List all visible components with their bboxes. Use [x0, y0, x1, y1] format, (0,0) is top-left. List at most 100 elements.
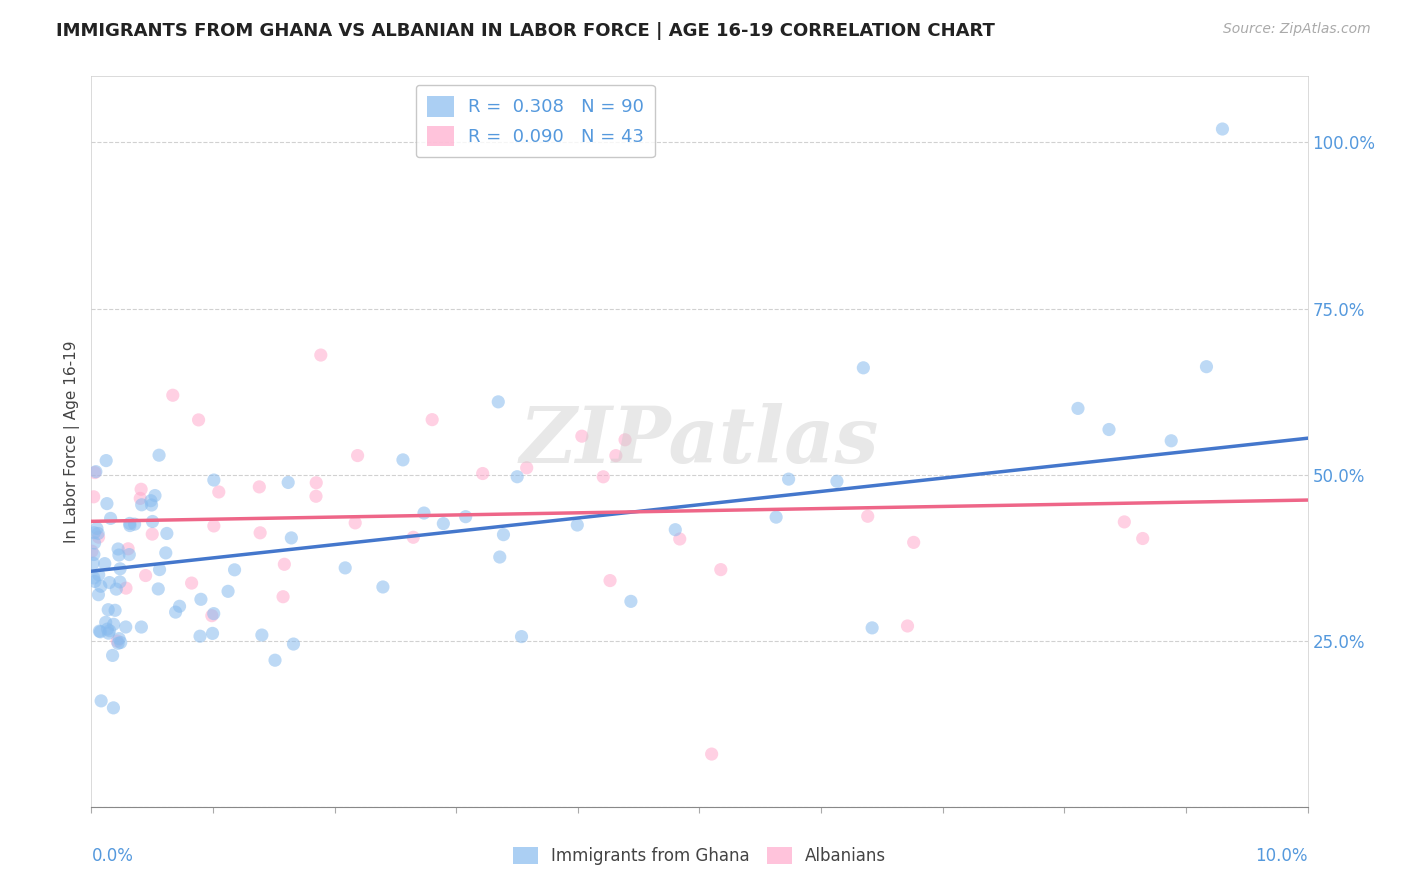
- Point: [201, 608, 224, 623]
- Point: [87, 567, 110, 582]
- Point: [83, 490, 105, 504]
- Point: [135, 568, 157, 582]
- Point: [224, 563, 246, 577]
- Text: 0.0%: 0.0%: [91, 847, 134, 865]
- Point: [105, 582, 128, 596]
- Point: [83, 466, 105, 480]
- Point: [420, 412, 443, 426]
- Point: [83, 548, 105, 562]
- Point: [141, 515, 163, 529]
- Point: [1195, 359, 1218, 374]
- Point: [117, 541, 139, 556]
- Point: [506, 469, 529, 483]
- Point: [903, 535, 925, 549]
- Point: [392, 453, 415, 467]
- Point: [103, 701, 125, 715]
- Point: [101, 648, 124, 663]
- Point: [1132, 532, 1154, 546]
- Point: [162, 388, 184, 402]
- Point: [305, 489, 328, 503]
- Point: [114, 620, 136, 634]
- Point: [271, 590, 294, 604]
- Point: [668, 532, 690, 546]
- Point: [141, 498, 163, 512]
- Point: [96, 622, 118, 636]
- Text: ZIPatlas: ZIPatlas: [520, 403, 879, 480]
- Point: [90, 694, 112, 708]
- Text: 10.0%: 10.0%: [1256, 847, 1308, 865]
- Point: [1211, 122, 1233, 136]
- Point: [118, 516, 141, 531]
- Point: [141, 527, 163, 541]
- Point: [896, 619, 918, 633]
- Point: [98, 575, 121, 590]
- Point: [87, 530, 110, 544]
- Point: [96, 453, 118, 467]
- Point: [346, 449, 368, 463]
- Point: [97, 603, 120, 617]
- Point: [488, 549, 510, 564]
- Point: [1160, 434, 1182, 448]
- Point: [108, 548, 131, 562]
- Point: [83, 536, 105, 550]
- Point: [96, 497, 118, 511]
- Point: [454, 509, 477, 524]
- Point: [335, 561, 357, 575]
- Point: [110, 635, 132, 649]
- Point: [599, 574, 621, 588]
- Point: [90, 579, 112, 593]
- Point: [190, 592, 212, 607]
- Point: [571, 429, 593, 443]
- Point: [155, 546, 177, 560]
- Point: [83, 525, 105, 540]
- Point: [492, 527, 515, 541]
- Y-axis label: In Labor Force | Age 16-19: In Labor Force | Age 16-19: [65, 340, 80, 543]
- Point: [305, 475, 328, 490]
- Point: [87, 588, 110, 602]
- Point: [82, 556, 104, 570]
- Point: [516, 460, 538, 475]
- Text: IMMIGRANTS FROM GHANA VS ALBANIAN IN LABOR FORCE | AGE 16-19 CORRELATION CHART: IMMIGRANTS FROM GHANA VS ALBANIAN IN LAB…: [56, 22, 995, 40]
- Point: [402, 530, 425, 544]
- Point: [778, 472, 800, 486]
- Point: [432, 516, 454, 531]
- Point: [202, 607, 225, 621]
- Point: [108, 632, 131, 646]
- Point: [156, 526, 179, 541]
- Point: [283, 637, 305, 651]
- Point: [344, 516, 367, 530]
- Point: [148, 448, 170, 462]
- Point: [108, 562, 131, 576]
- Point: [700, 747, 723, 761]
- Point: [143, 489, 166, 503]
- Point: [860, 621, 883, 635]
- Point: [592, 470, 614, 484]
- Point: [129, 491, 152, 506]
- Point: [825, 475, 848, 489]
- Point: [165, 605, 187, 619]
- Point: [87, 526, 110, 541]
- Point: [89, 624, 111, 639]
- Point: [188, 629, 211, 643]
- Point: [605, 449, 627, 463]
- Point: [104, 603, 127, 617]
- Point: [852, 360, 875, 375]
- Point: [413, 506, 436, 520]
- Point: [1067, 401, 1090, 416]
- Point: [202, 519, 225, 533]
- Point: [309, 348, 332, 362]
- Point: [201, 626, 224, 640]
- Point: [115, 581, 138, 595]
- Point: [148, 582, 170, 596]
- Point: [1098, 423, 1121, 437]
- Point: [250, 628, 273, 642]
- Point: [567, 518, 589, 533]
- Point: [83, 571, 105, 585]
- Point: [98, 624, 121, 638]
- Point: [131, 498, 153, 512]
- Point: [510, 630, 533, 644]
- Point: [664, 523, 686, 537]
- Point: [169, 599, 191, 614]
- Point: [139, 493, 162, 508]
- Point: [84, 465, 107, 479]
